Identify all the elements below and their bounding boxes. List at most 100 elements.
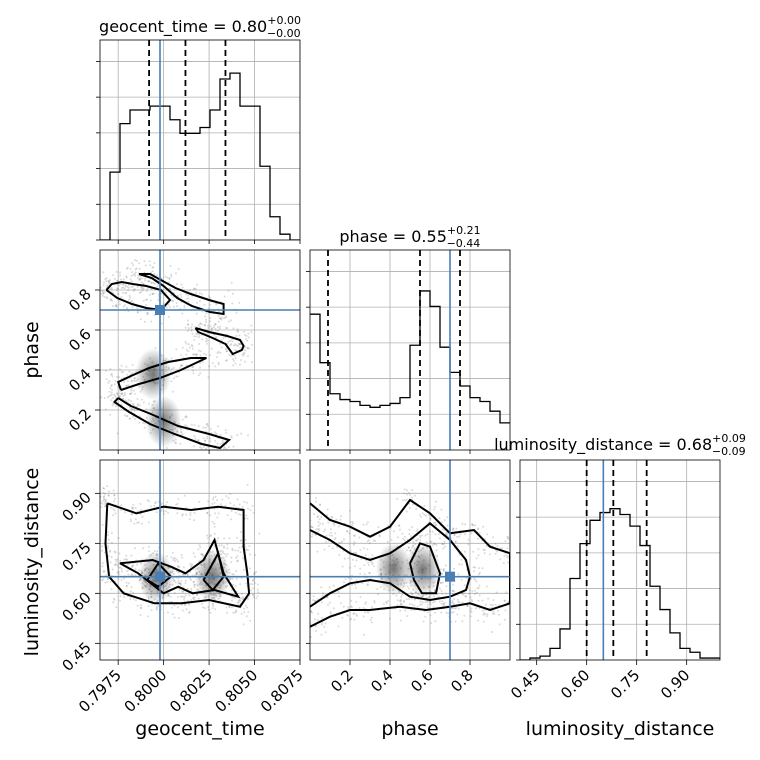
xtick-label-geocent-time-4: 0.8075 (257, 666, 307, 716)
sample-p10-548 (116, 432, 119, 435)
sample-p10-54 (179, 367, 181, 369)
sample-p10-626 (177, 268, 180, 270)
sample-p21-309 (517, 608, 519, 610)
sample-p21-701 (472, 550, 475, 553)
sample-p10-52 (125, 415, 128, 418)
sample-p21-435 (431, 530, 434, 533)
sample-p20-148 (199, 546, 202, 549)
sample-p10-528 (217, 350, 220, 353)
sample-p21-29 (373, 599, 376, 602)
sample-p21-86 (429, 603, 432, 606)
sample-p10-366 (102, 271, 105, 274)
sample-p21-225 (340, 515, 342, 518)
sample-p20-246 (231, 549, 234, 552)
sample-p20-351 (107, 577, 110, 580)
sample-p21-396 (341, 565, 344, 568)
sample-p20-76 (249, 553, 251, 556)
sample-p21-561 (511, 589, 513, 591)
sample-p21-774 (474, 578, 477, 581)
sample-p20-499 (132, 503, 135, 506)
sample-p21-388 (377, 593, 380, 596)
sample-p10-34 (165, 447, 168, 449)
sample-p21-317 (399, 600, 402, 603)
sample-p20-835 (173, 616, 176, 619)
sample-p10-740 (130, 262, 133, 265)
sample-p20-437 (186, 573, 189, 576)
sample-p20-439 (123, 577, 126, 580)
contour-p20-1 (119, 537, 241, 599)
sample-p21-448 (295, 515, 297, 517)
sample-p10-697 (224, 327, 227, 329)
sample-p20-290 (103, 495, 106, 498)
sample-p20-698 (101, 545, 104, 548)
sample-p21-532 (475, 580, 478, 583)
sample-p20-38 (228, 605, 231, 608)
sample-p21-847 (445, 611, 448, 614)
sample-p20-454 (240, 531, 242, 533)
sample-p10-395 (247, 332, 250, 335)
sample-p21-635 (495, 591, 498, 594)
sample-p21-324 (425, 541, 428, 544)
sample-p10-671 (235, 334, 238, 337)
sample-p20-315 (172, 559, 175, 561)
sample-p20-710 (178, 582, 181, 585)
sample-p20-762 (130, 513, 133, 516)
sample-p20-608 (116, 571, 119, 574)
sample-p20-602 (246, 606, 249, 609)
sample-p20-526 (134, 574, 137, 577)
sample-p20-699 (249, 509, 252, 512)
x-axis-title-phase: phase (381, 718, 438, 740)
sample-p10-492 (243, 348, 245, 351)
sample-p10-830 (108, 281, 111, 284)
sample-p20-435 (112, 500, 115, 503)
sample-p20-175 (177, 606, 179, 609)
sample-p20-213 (120, 504, 123, 507)
sample-p21-382 (347, 557, 350, 560)
sample-p21-483 (416, 528, 419, 531)
sample-p20-271 (238, 598, 241, 601)
sample-p10-121 (130, 389, 133, 392)
sample-p10-264 (151, 266, 154, 269)
sample-p10-287 (168, 277, 171, 280)
sample-p10-63 (190, 423, 193, 426)
sample-p10-522 (169, 287, 172, 290)
sample-p21-163 (298, 498, 300, 500)
sample-p10-761 (218, 310, 220, 313)
sample-p21-405 (496, 609, 499, 612)
sample-p10-507 (131, 306, 134, 309)
sample-p20-433 (103, 570, 105, 573)
sample-p21-659 (511, 560, 513, 562)
sample-p10-570 (227, 340, 230, 343)
sample-p20-875 (178, 565, 181, 568)
sample-p21-390 (337, 525, 340, 528)
sample-p21-169 (476, 587, 479, 590)
sample-p21-16 (429, 518, 432, 521)
sample-p10-255 (133, 409, 136, 412)
sample-p20-518 (214, 608, 217, 611)
sample-p21-355 (305, 483, 307, 485)
sample-p10-886 (193, 325, 196, 328)
panel-hist-luminosity-distance: luminosity_distance = 0.68+0.09 −0.09 (494, 432, 746, 458)
sample-p10-113 (238, 343, 241, 346)
sample-p21-525 (501, 547, 504, 550)
sample-p20-222 (193, 512, 196, 514)
sample-p10-154 (104, 278, 107, 281)
sample-p20-22 (102, 570, 105, 573)
sample-p10-605 (123, 287, 126, 290)
sample-p20-296 (169, 595, 172, 598)
sample-p20-106 (252, 511, 255, 514)
sample-p21-50 (499, 547, 502, 550)
sample-p10-140 (124, 284, 127, 287)
sample-p21-762 (486, 533, 489, 536)
sample-p10-36 (201, 338, 204, 341)
sample-p20-611 (177, 577, 180, 580)
sample-p20-401 (115, 563, 118, 566)
sample-p10-893 (192, 365, 195, 368)
sample-p20-655 (129, 590, 132, 593)
sample-p21-692 (314, 630, 317, 632)
sample-p20-48 (235, 610, 238, 613)
sample-p21-874 (365, 523, 368, 526)
sample-p21-166 (419, 539, 422, 542)
sample-p21-362 (418, 514, 421, 516)
sample-p21-856 (410, 591, 412, 594)
